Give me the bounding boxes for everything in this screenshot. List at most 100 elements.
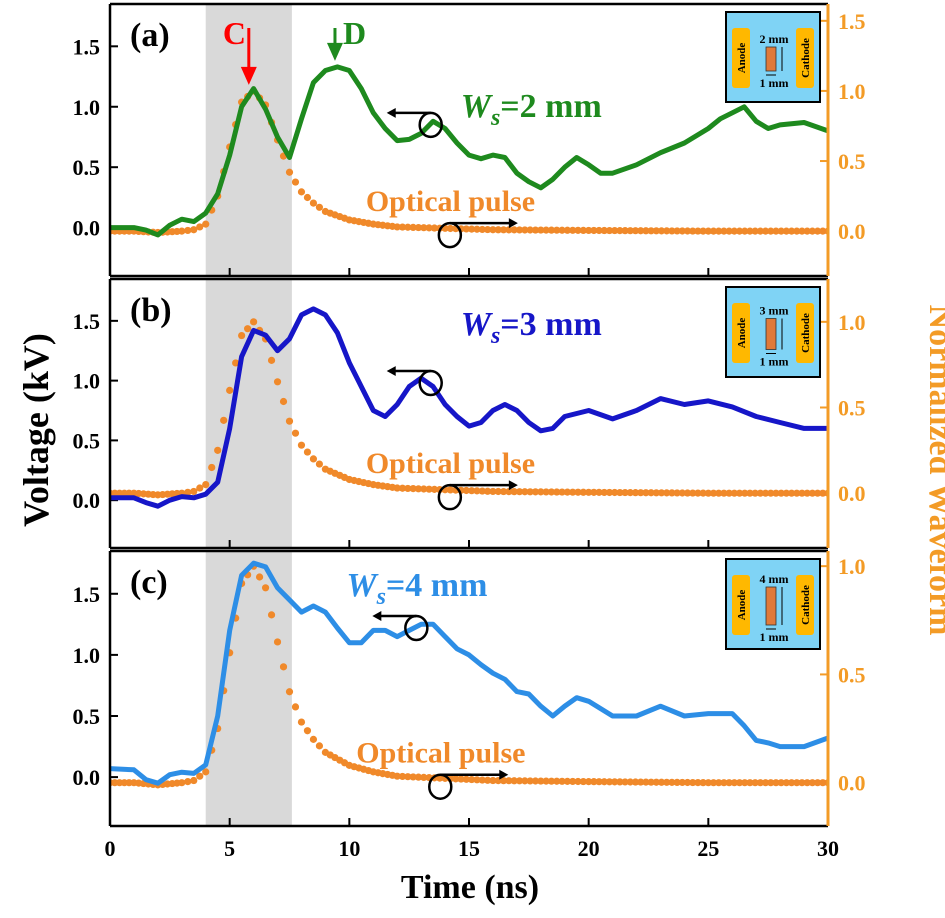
optical-point [652,778,660,786]
optical-point [214,446,222,454]
optical-point [725,779,733,787]
optical-point [694,778,702,787]
optical-point [730,779,738,787]
optical-point [673,489,681,497]
optical-point [178,779,186,787]
optical-point [767,489,775,497]
optical-point [202,220,210,228]
optical-point [678,778,686,787]
optical-point [772,227,780,235]
panel-a: 0.0 0.5 1.0 1.5 0.0 0.5 1.0 1.5 (a) Ws=2 mm Optica… [73,2,866,278]
optical-point [715,489,723,497]
optical-point [642,227,650,235]
optical-point [787,227,796,235]
optical-point [190,226,198,234]
optical-point [547,777,556,785]
optical-point [657,227,666,235]
optical-point [574,226,582,234]
optical-point [297,441,306,449]
optical-point [595,778,603,786]
optical-point [315,203,324,211]
optical-point [647,778,655,786]
anode-electrode [732,575,750,635]
optical-point [531,226,540,234]
optical-point [595,488,603,496]
optical-point [478,225,486,234]
optical-point [668,489,676,497]
optical-point [652,489,660,497]
optical-point [521,488,529,496]
optical-point [652,227,660,235]
optical-point [499,777,508,785]
optical-point [244,325,252,333]
optical-point [285,688,294,696]
optical-point [621,227,629,235]
optical-point [250,318,258,326]
optical-point [531,777,540,785]
optical-point [196,223,204,231]
y-tick-label-right: 1.0 [838,79,866,104]
optical-point [741,779,749,787]
optical-point [398,223,407,231]
anode-label: Anode [736,43,748,74]
optical-point [689,489,697,497]
shaded-region [205,279,292,548]
optical-point [499,487,508,496]
optical-point [579,488,587,496]
optical-point [590,488,598,496]
optical-point [699,489,707,497]
optical-point [616,778,624,786]
optical-point [663,489,671,497]
optical-point [510,226,518,234]
optical-point [741,489,749,497]
optical-point [631,227,640,235]
optical-point [537,488,545,496]
optical-point [196,484,204,492]
optical-point [761,227,770,235]
optical-point [637,489,645,497]
optical-point [404,484,412,493]
optical-point [673,778,681,787]
y-tick-label-right: 0.0 [838,219,866,244]
optical-point [720,227,728,235]
optical-point [558,226,566,234]
optical-point [291,703,300,711]
series-label: Ws=3 mm [461,306,602,349]
optical-pulse-series [110,87,828,237]
gap-label: 3 mm [760,304,789,318]
optical-point [494,226,502,234]
optical-point [468,225,476,233]
voltage-series-line [110,64,828,238]
optical-point [621,778,629,786]
inset-schematic: Anode Cathode 3 mm 1 mm [725,286,821,378]
optical-point [798,489,806,497]
optical-point [678,227,686,235]
optical-point [547,488,556,496]
optical-point [730,489,738,497]
y-tick-label-right: 1.0 [838,310,866,335]
optical-point [631,489,640,497]
optical-point [414,485,423,493]
optical-point [798,779,806,787]
marker-label-C: C [223,15,246,51]
optical-point [642,778,650,786]
y-tick-label-left: 0.5 [73,428,101,453]
inset-schematic: Anode Cathode 2 mm 1 mm [725,11,821,103]
series-label-value: =2 mm [500,88,602,125]
optical-point [761,489,770,497]
optical-point [704,489,712,497]
optical-point [777,489,785,497]
optical-point [621,488,629,497]
optical-point [309,735,318,743]
x-tick-label: 25 [697,836,719,861]
optical-point [398,772,407,781]
optical-point [777,227,785,235]
optical-point [585,778,593,786]
optical-point [398,484,407,492]
x-axis-label: Time (ns) [401,869,539,906]
optical-point [574,777,582,786]
optical-point [261,584,270,592]
optical-point [309,455,318,463]
optical-point [751,489,759,497]
optical-point [819,779,827,787]
